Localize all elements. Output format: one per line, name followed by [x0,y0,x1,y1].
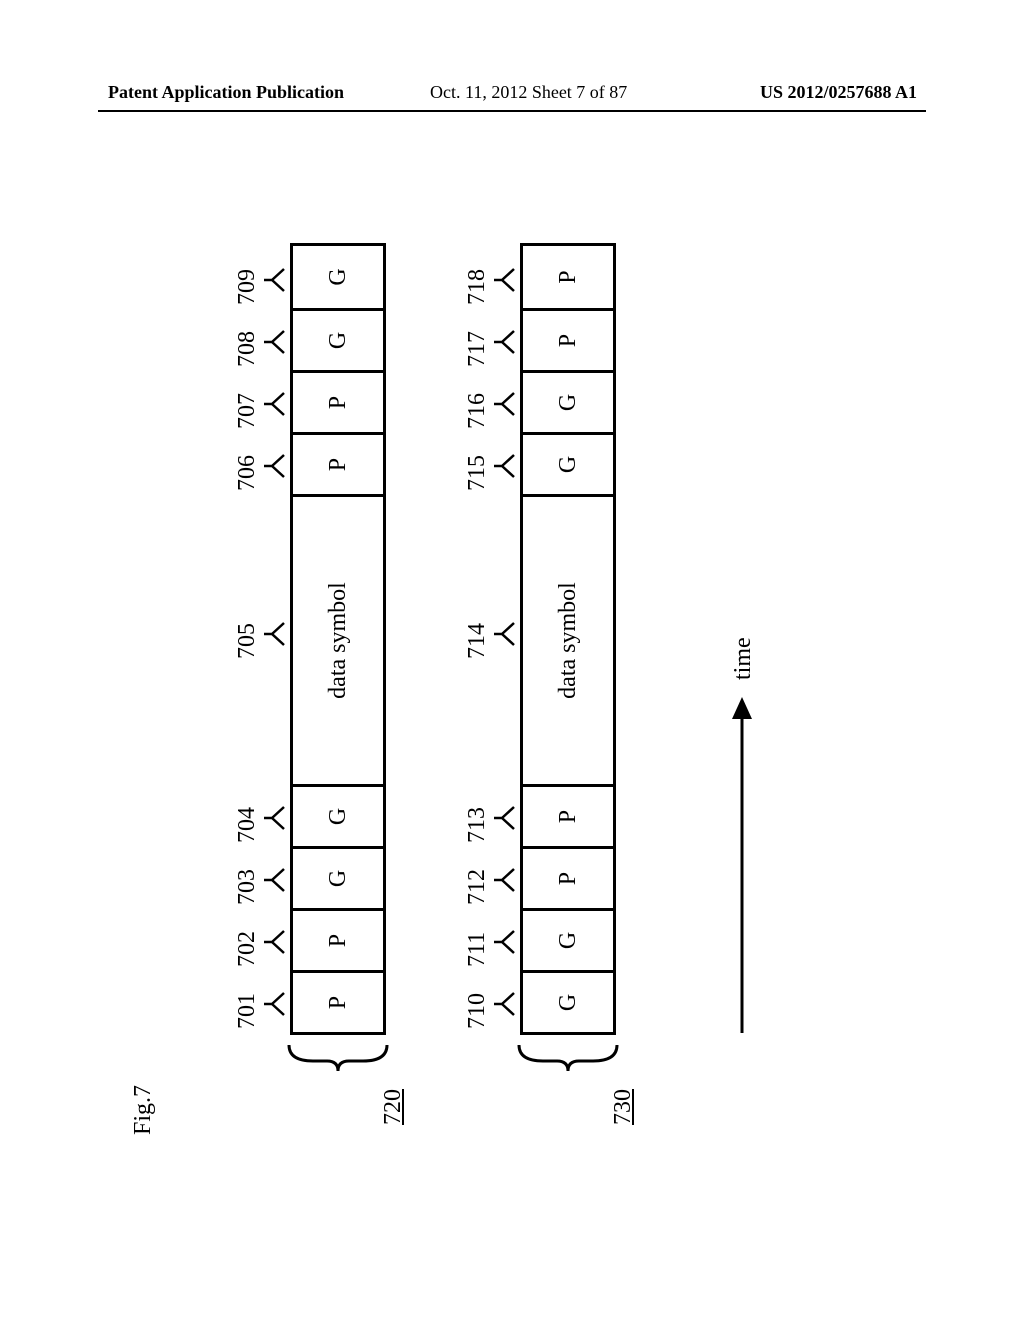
row720-ref-leader-705-icon [262,619,288,649]
row720-ref-702: 702 [234,931,261,967]
figure-caption: Fig.7 [130,1085,157,1135]
row730-cell-8: P [523,246,613,308]
row730-ref-leader-714-icon [492,619,518,649]
row720-ref-leader-706-icon [262,451,288,481]
time-arrow-icon [728,695,756,1035]
row730-ref-718: 718 [464,269,491,305]
header-rule [98,110,926,112]
row720-cell-6: P [293,370,383,432]
row730-cell-1: G [523,908,613,970]
row720-ref-706: 706 [234,455,261,491]
row730-ref-leader-717-icon [492,327,518,357]
row730-ref-710: 710 [464,993,491,1029]
row730-ref-716: 716 [464,393,491,429]
row730-brace-icon [515,1039,621,1075]
row720-ref-leader-702-icon [262,927,288,957]
row730-cell-3: P [523,784,613,846]
row720-label: 720 [380,1089,407,1125]
row720-cell-5: P [293,432,383,494]
header-left: Patent Application Publication [108,82,344,103]
row720-brace-icon [285,1039,391,1075]
row730-ref-712: 712 [464,869,491,905]
row730-ref-leader-716-icon [492,389,518,419]
row720-cell-3: G [293,784,383,846]
row730-frame: GGPPdata symbolGGPP [520,243,616,1035]
row720-ref-leader-707-icon [262,389,288,419]
row720-ref-leader-708-icon [262,327,288,357]
row730-label: 730 [610,1089,637,1125]
row720-ref-707: 707 [234,393,261,429]
row720-ref-708: 708 [234,331,261,367]
row730-cell-7: P [523,308,613,370]
page: Patent Application Publication Oct. 11, … [0,0,1024,1320]
row720-ref-704: 704 [234,807,261,843]
row730-cell-5: G [523,432,613,494]
row730-ref-leader-711-icon [492,927,518,957]
row720-cell-7: G [293,308,383,370]
header-center: Oct. 11, 2012 Sheet 7 of 87 [430,82,627,103]
row720-cell-2: G [293,846,383,908]
figure-canvas: Fig.7 720 701702703704705706707708709 PP… [100,145,924,1225]
row720-cell-1: P [293,908,383,970]
row720-cell-8: G [293,246,383,308]
header-right: US 2012/0257688 A1 [760,82,917,103]
row720-ref-705: 705 [234,623,261,659]
row720-ref-701: 701 [234,993,261,1029]
row720-refs: 701 702 703 704 705 706 707 708 709 [234,145,290,1225]
row720-cell-4: data symbol [293,494,383,784]
row730-cell-0: G [523,970,613,1032]
row720-frame: PPGGdata symbolPPGG [290,243,386,1035]
row730-ref-leader-715-icon [492,451,518,481]
row730-ref-leader-710-icon [492,989,518,1019]
row730-cell-6: G [523,370,613,432]
row730-ref-711: 711 [464,932,491,967]
row730-ref-715: 715 [464,455,491,491]
row720-ref-leader-709-icon [262,265,288,295]
time-axis-label: time [730,637,757,680]
row730-ref-leader-713-icon [492,803,518,833]
row720-ref-leader-704-icon [262,803,288,833]
row730-refs: 710 711 712 713 714 715 716 717 718 [464,145,520,1225]
row720-cell-0: P [293,970,383,1032]
row730-ref-717: 717 [464,331,491,367]
figure-panel: Fig.7 720 701702703704705706707708709 PP… [100,145,924,1225]
row730-ref-714: 714 [464,623,491,659]
row730-ref-leader-718-icon [492,265,518,295]
row720-ref-709: 709 [234,269,261,305]
row720-ref-leader-703-icon [262,865,288,895]
row720-ref-leader-701-icon [262,989,288,1019]
row720-ref-703: 703 [234,869,261,905]
row730-ref-713: 713 [464,807,491,843]
row730-cell-4: data symbol [523,494,613,784]
row730-cell-2: P [523,846,613,908]
row730-ref-leader-712-icon [492,865,518,895]
